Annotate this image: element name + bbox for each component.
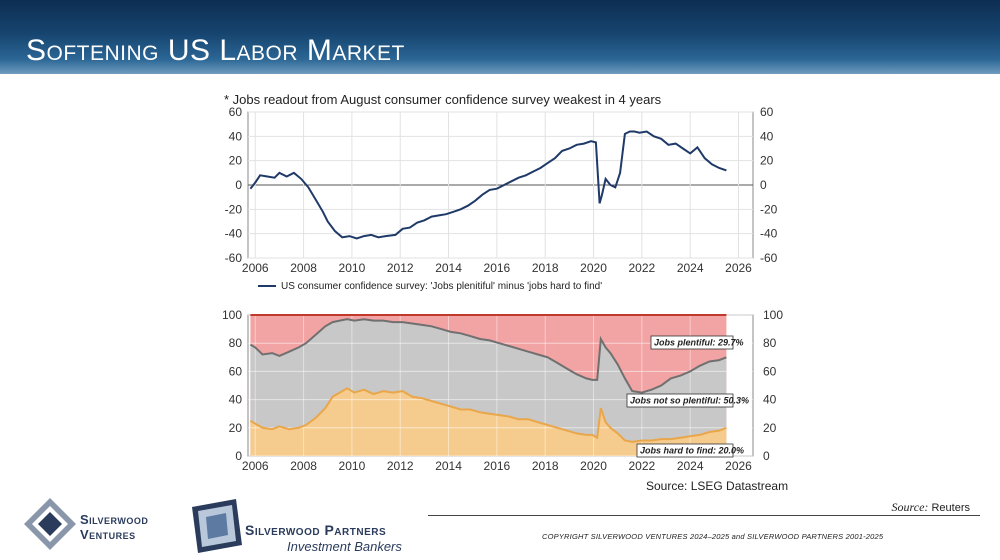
annotation-box: [636, 443, 734, 458]
area-chart-x-tick: 2008: [290, 459, 317, 473]
line-hard-to-find: [249, 387, 727, 443]
area-chart-x-tick: 2012: [387, 459, 414, 473]
header-banner: Softening US Labor Market: [0, 0, 1000, 74]
line-chart-y-tick-right: -60: [760, 251, 778, 265]
line-chart-x-tick: 2012: [387, 261, 414, 275]
area-chart-x-tick: 2022: [629, 459, 656, 473]
line-chart-y-tick-right: -20: [760, 202, 778, 216]
source-datastream: Source: LSEG Datastream: [646, 479, 789, 493]
area-hard-to-find: [250, 388, 727, 456]
area-chart-y-tick-left: 0: [235, 449, 242, 463]
area-chart-y-tick-right: 40: [763, 393, 777, 407]
line-chart-y-tick-left: -40: [225, 227, 243, 241]
legend-label: US consumer confidence survey: 'Jobs ple…: [281, 281, 602, 292]
area-chart-y-tick-left: 80: [229, 336, 243, 350]
line-chart: 60 40 20 0 -20 -40 -60 60 40 20 0 -20 -40 -60 2006 20…: [225, 105, 778, 292]
line-chart-x-tick: 2006: [242, 261, 269, 275]
line-chart-series: [249, 130, 727, 240]
area-chart-y-tick-left: 40: [229, 393, 243, 407]
area-chart-y-tick-left: 60: [229, 364, 243, 378]
line-chart-y-tick-left: 0: [235, 178, 242, 192]
line-chart-x-tick: 2026: [725, 261, 752, 275]
annotation-label: Jobs hard to find: 20.0%: [640, 446, 744, 456]
line-chart-y-tick-left: 60: [229, 105, 243, 119]
source-reuters-value: Reuters: [931, 502, 970, 514]
partners-logo-name: Silverwood Partners: [245, 522, 387, 538]
line-chart-x-tick: 2022: [629, 261, 656, 275]
ventures-logo-text: Silverwood Ventures: [80, 512, 148, 542]
area-chart-x-tick: 2006: [242, 459, 269, 473]
line-chart-y-tick-right: -40: [760, 227, 778, 241]
line-chart-x-tick: 2016: [484, 261, 511, 275]
area-chart-x-tick: 2018: [532, 459, 559, 473]
area-chart-y-tick-right: 60: [763, 364, 777, 378]
area-chart: 100 80 60 40 20 0 100 80 60 40 20 0 2006 2008 2010 20…: [222, 308, 783, 473]
ventures-logo-line1: Silverwood: [80, 512, 149, 527]
line-chart-x-tick: 2018: [532, 261, 559, 275]
line-chart-y-tick-right: 20: [760, 154, 774, 168]
copyright-text: COPYRIGHT SILVERWOOD VENTURES 2024–2025 …: [542, 532, 884, 541]
source-reuters: Source: Reuters: [892, 500, 970, 515]
line-chart-x-tick: 2024: [677, 261, 704, 275]
line-chart-x-tick: 2010: [339, 261, 366, 275]
area-chart-x-tick: 2010: [339, 459, 366, 473]
chart1-subtitle: * Jobs readout from August consumer conf…: [224, 92, 662, 107]
source-reuters-label: Source:: [891, 500, 929, 514]
page-title: Softening US Labor Market: [26, 34, 405, 67]
area-chart-y-tick-right: 80: [763, 336, 777, 350]
footer-divider: [428, 515, 980, 516]
area-chart-x-tick: 2024: [677, 459, 704, 473]
area-chart-y-tick-left: 20: [229, 421, 243, 435]
line-not-so-plentiful: [249, 318, 727, 394]
area-chart-x-tick: 2026: [725, 459, 752, 473]
line-chart-x-tick: 2014: [435, 261, 462, 275]
silverwood-partners-logo-icon: [192, 499, 242, 553]
line-chart-x-tick: 2008: [290, 261, 317, 275]
annotation-box: [626, 393, 734, 408]
area-chart-y-tick-left: 100: [222, 308, 242, 322]
area-chart-x-tick: 2014: [435, 459, 462, 473]
line-chart-y-tick-left: -20: [225, 202, 243, 216]
line-chart-y-tick-left: 40: [229, 129, 243, 143]
area-chart-y-tick-right: 20: [763, 421, 777, 435]
annotation-box: [650, 335, 734, 350]
annotation-label: Jobs plentiful: 29.7%: [654, 338, 744, 348]
line-chart-y-tick-right: 60: [760, 105, 774, 119]
line-chart-y-tick-left: 20: [229, 154, 243, 168]
line-chart-y-tick-left: -60: [225, 251, 243, 265]
area-chart-y-tick-right: 100: [763, 308, 783, 322]
area-chart-x-tick: 2020: [580, 459, 607, 473]
line-chart-x-tick: 2020: [580, 261, 607, 275]
area-chart-x-tick: 2016: [484, 459, 511, 473]
annotation-label: Jobs not so plentiful: 50.3%: [630, 396, 749, 406]
silverwood-ventures-logo-icon: [24, 498, 76, 550]
line-chart-y-tick-right: 40: [760, 129, 774, 143]
line-chart-y-tick-right: 0: [760, 178, 767, 192]
area-chart-y-tick-right: 0: [763, 449, 770, 463]
ventures-logo-line2: Ventures: [80, 527, 136, 542]
partners-logo-sub: Investment Bankers: [287, 539, 402, 554]
